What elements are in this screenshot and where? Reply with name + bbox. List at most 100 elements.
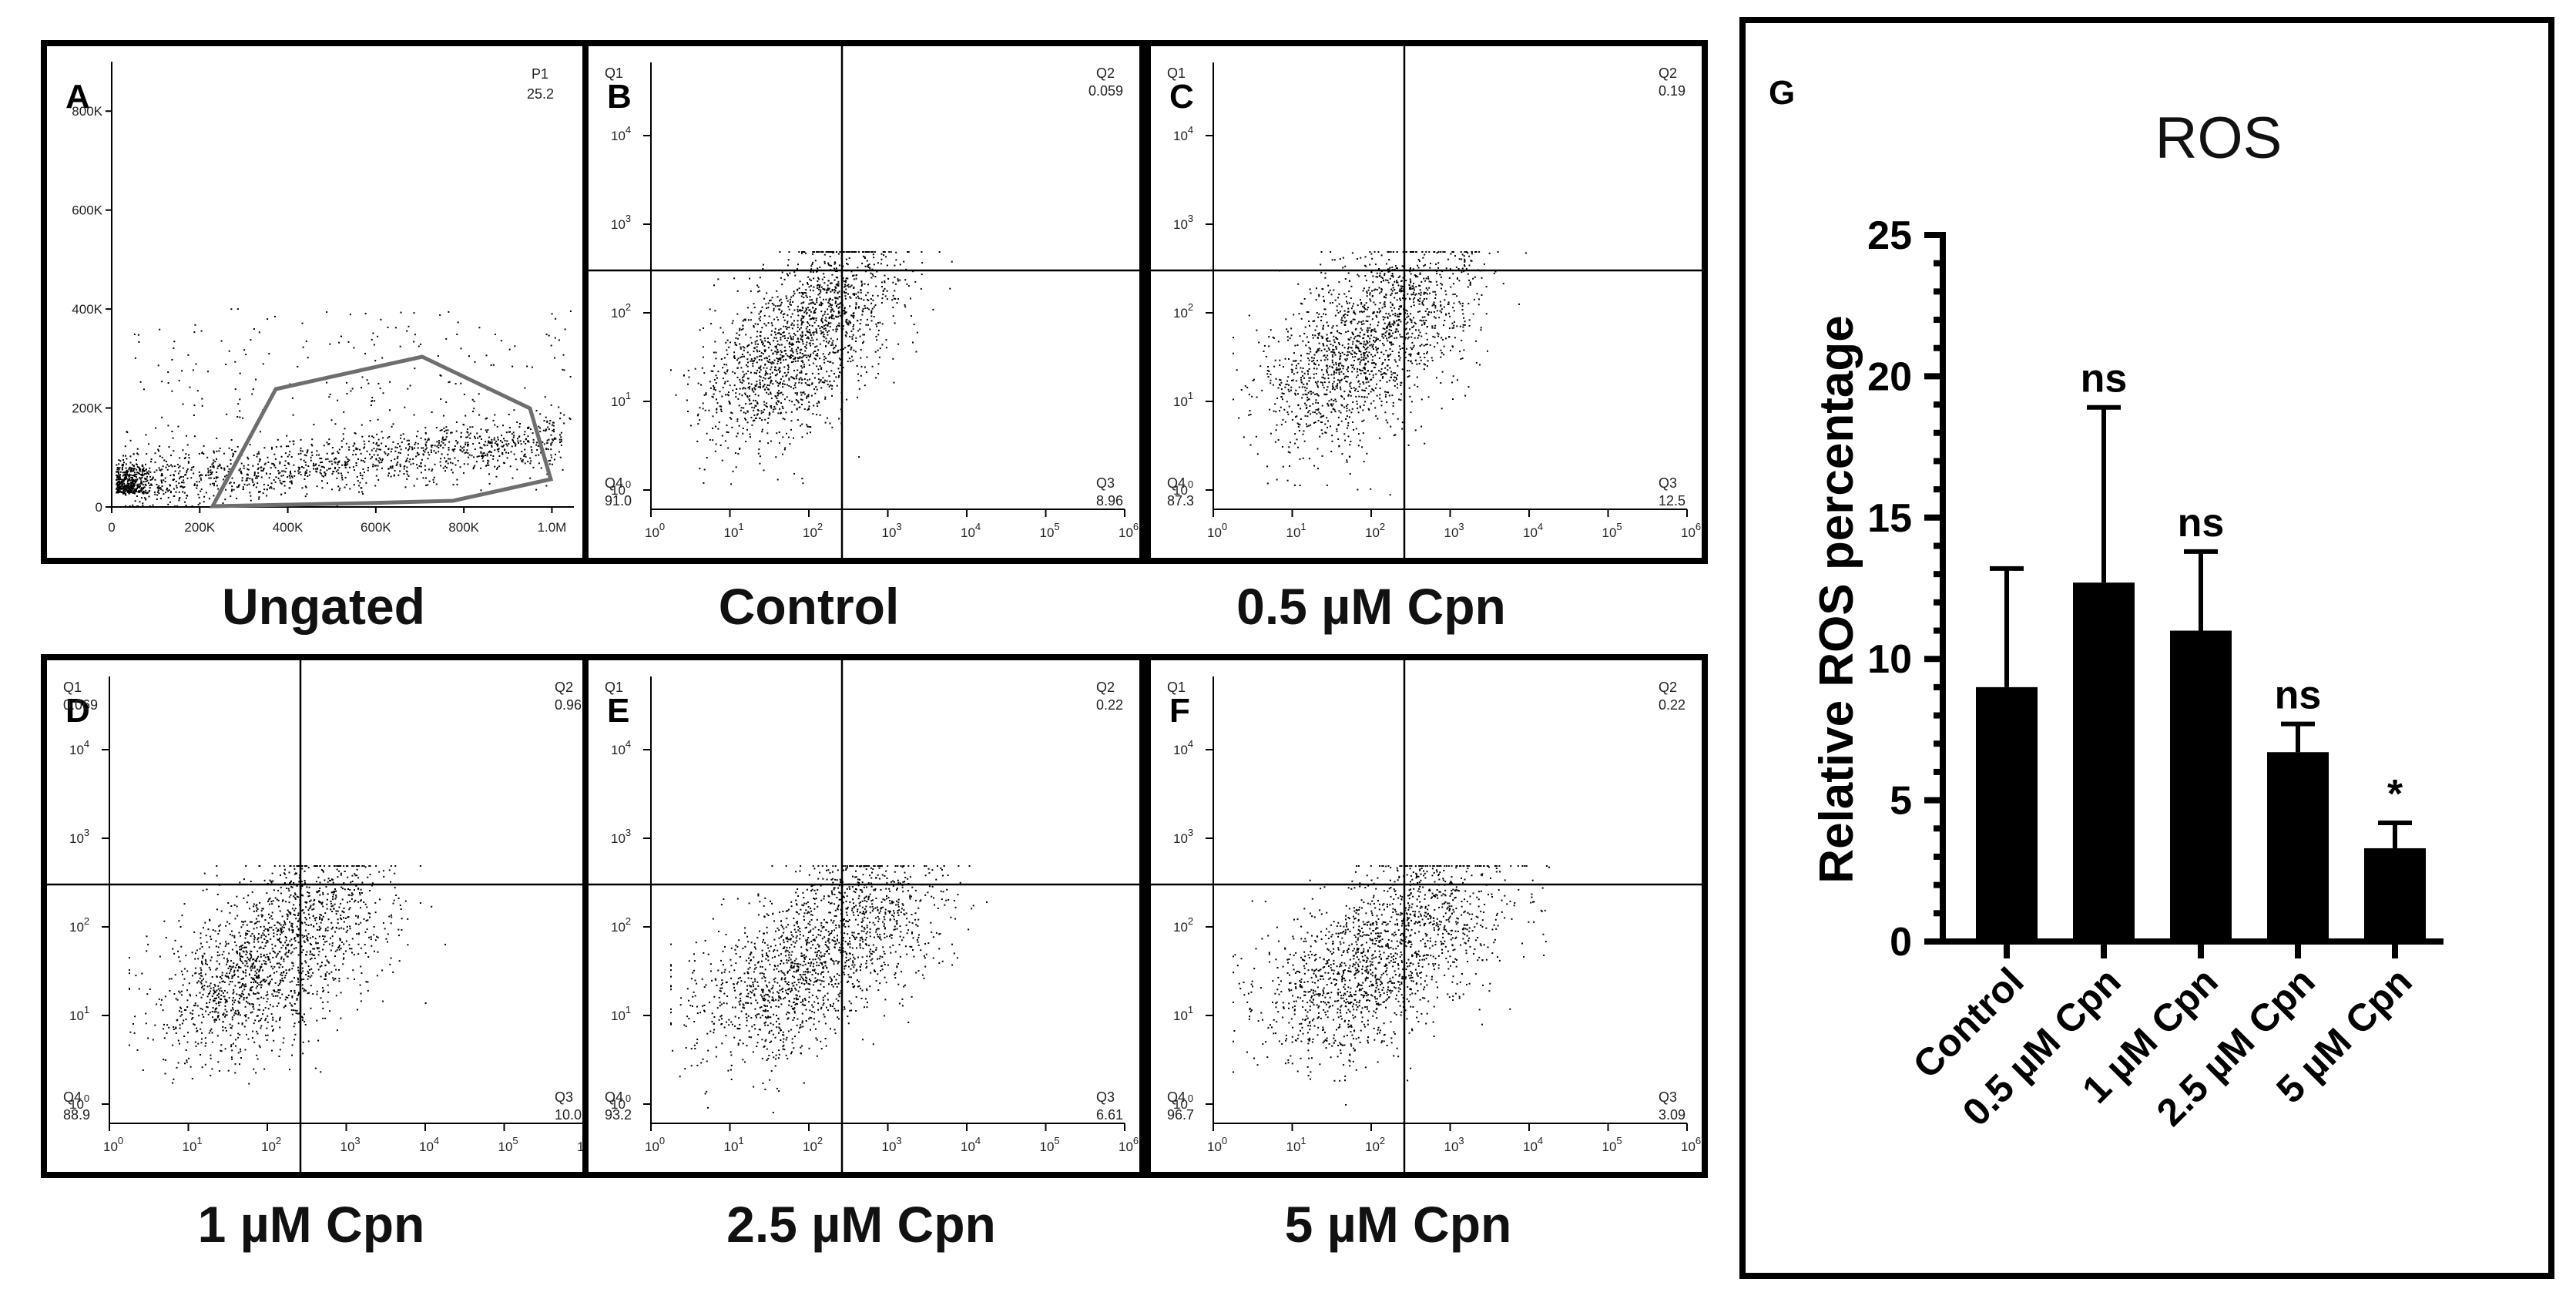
event-dot [745,334,747,336]
event-dot [140,480,143,482]
event-dot [1414,297,1416,299]
event-dot [145,489,147,492]
event-dot [1346,461,1348,463]
event-dot [818,401,820,404]
event-dot [785,375,787,378]
event-dot [1414,429,1417,431]
event-dot [137,483,139,485]
event-dot [447,462,449,465]
event-dot [779,300,780,302]
event-dot [771,361,773,363]
event-dot [157,487,159,489]
event-dot [872,253,874,256]
event-dot [749,399,751,401]
event-dot [778,358,780,361]
event-dot [361,459,362,462]
event-dot [123,488,125,491]
event-dot [193,472,195,475]
event-dot [132,488,134,490]
event-dot [860,365,863,368]
event-dot [766,357,768,360]
event-dot [746,421,749,424]
event-dot [1317,409,1319,411]
event-dot [1305,404,1307,406]
event-dot [318,454,320,456]
event-dot [210,474,212,475]
event-dot [546,473,548,475]
event-dot [357,448,359,450]
event-dot [290,472,292,475]
event-dot [182,491,184,493]
event-dot [837,351,839,353]
event-dot [788,341,790,344]
event-dot [820,251,823,253]
event-dot [1387,324,1390,326]
event-dot [160,488,163,491]
event-dot [867,324,869,326]
event-dot [242,486,244,488]
event-dot [1360,310,1363,313]
event-dot [728,400,730,402]
event-dot [786,297,788,300]
event-dot [1357,334,1359,337]
event-dot [178,491,180,493]
event-dot [1283,366,1284,368]
event-dot [1291,364,1293,366]
event-dot [346,393,348,394]
event-dot [781,356,783,358]
event-dot [130,482,132,484]
event-dot [1347,394,1350,397]
event-dot [876,270,878,273]
event-dot [807,395,810,398]
event-dot [454,448,456,450]
event-dot [1415,286,1417,288]
event-dot [1351,366,1353,368]
event-dot [358,491,361,493]
event-dot [132,470,134,472]
event-dot [1410,280,1412,282]
event-dot [768,341,770,344]
event-dot [1272,384,1274,386]
event-dot [854,351,857,353]
event-dot [837,307,840,309]
event-dot [864,283,866,285]
event-dot [185,474,187,476]
event-dot [1380,401,1383,402]
event-dot [807,384,810,386]
event-dot [1363,287,1365,290]
event-dot [830,322,832,324]
event-dot [823,336,826,338]
event-dot [819,365,821,368]
event-dot [1379,437,1381,439]
event-dot [1358,395,1360,398]
event-dot [1363,419,1365,421]
event-dot [149,479,152,481]
event-dot [459,445,461,448]
event-dot [186,470,188,472]
event-dot [832,344,834,346]
event-dot [885,347,887,349]
event-dot [777,392,780,394]
event-dot [1348,455,1350,458]
event-dot [715,425,717,428]
event-dot [816,287,818,289]
event-dot [444,438,447,441]
event-dot [161,485,163,488]
event-dot [833,380,835,382]
event-dot [759,371,761,374]
event-dot [444,465,446,468]
event-dot [1378,268,1380,270]
event-dot [757,394,760,397]
event-dot [1302,368,1304,369]
event-dot [1316,393,1318,395]
event-dot [1317,350,1320,352]
event-dot [1270,382,1272,384]
event-dot [1388,379,1390,381]
event-dot [1374,387,1377,389]
event-dot [305,464,307,466]
event-dot [1313,377,1315,379]
event-dot [326,441,328,444]
event-dot [459,466,461,468]
event-dot [1350,364,1353,367]
event-dot [549,420,552,421]
